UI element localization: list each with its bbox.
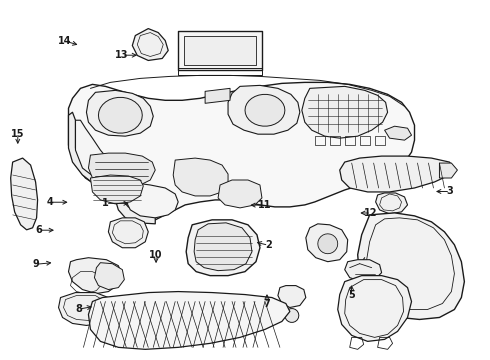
Polygon shape	[358, 213, 465, 319]
Polygon shape	[86, 90, 153, 136]
Text: 7: 7	[264, 299, 270, 309]
Text: 4: 4	[46, 197, 53, 207]
Polygon shape	[173, 158, 228, 196]
Polygon shape	[69, 82, 415, 220]
Text: 15: 15	[11, 129, 24, 139]
Polygon shape	[95, 263, 124, 289]
Text: 5: 5	[348, 291, 355, 301]
Polygon shape	[91, 175, 143, 204]
Polygon shape	[345, 260, 382, 282]
Polygon shape	[89, 153, 155, 188]
Polygon shape	[194, 223, 252, 271]
Polygon shape	[218, 180, 262, 208]
Text: 8: 8	[75, 304, 82, 314]
Text: 1: 1	[102, 198, 109, 208]
Polygon shape	[245, 94, 285, 126]
Polygon shape	[306, 224, 348, 262]
Polygon shape	[98, 98, 142, 133]
Polygon shape	[89, 292, 290, 349]
Polygon shape	[11, 158, 38, 230]
Polygon shape	[440, 163, 457, 178]
Text: 11: 11	[258, 200, 271, 210]
Text: 9: 9	[32, 259, 39, 269]
Text: 12: 12	[364, 208, 378, 218]
Text: 14: 14	[57, 36, 71, 46]
Polygon shape	[132, 28, 168, 60]
Text: 13: 13	[115, 50, 128, 60]
Polygon shape	[58, 293, 114, 325]
Polygon shape	[376, 193, 408, 214]
Text: 2: 2	[265, 240, 272, 250]
Text: 3: 3	[447, 186, 454, 197]
Text: 6: 6	[35, 225, 42, 235]
Polygon shape	[278, 285, 306, 307]
Polygon shape	[318, 234, 338, 254]
Polygon shape	[338, 276, 412, 341]
Polygon shape	[340, 156, 454, 192]
Polygon shape	[302, 86, 388, 138]
Polygon shape	[285, 309, 299, 322]
Polygon shape	[184, 36, 256, 66]
Text: 10: 10	[149, 250, 163, 260]
Polygon shape	[228, 85, 300, 134]
Polygon shape	[186, 220, 260, 276]
Polygon shape	[385, 126, 412, 140]
Polygon shape	[69, 112, 155, 224]
Polygon shape	[108, 218, 148, 248]
Polygon shape	[205, 88, 230, 103]
Polygon shape	[178, 31, 262, 71]
Polygon shape	[75, 120, 178, 218]
Polygon shape	[69, 258, 122, 293]
